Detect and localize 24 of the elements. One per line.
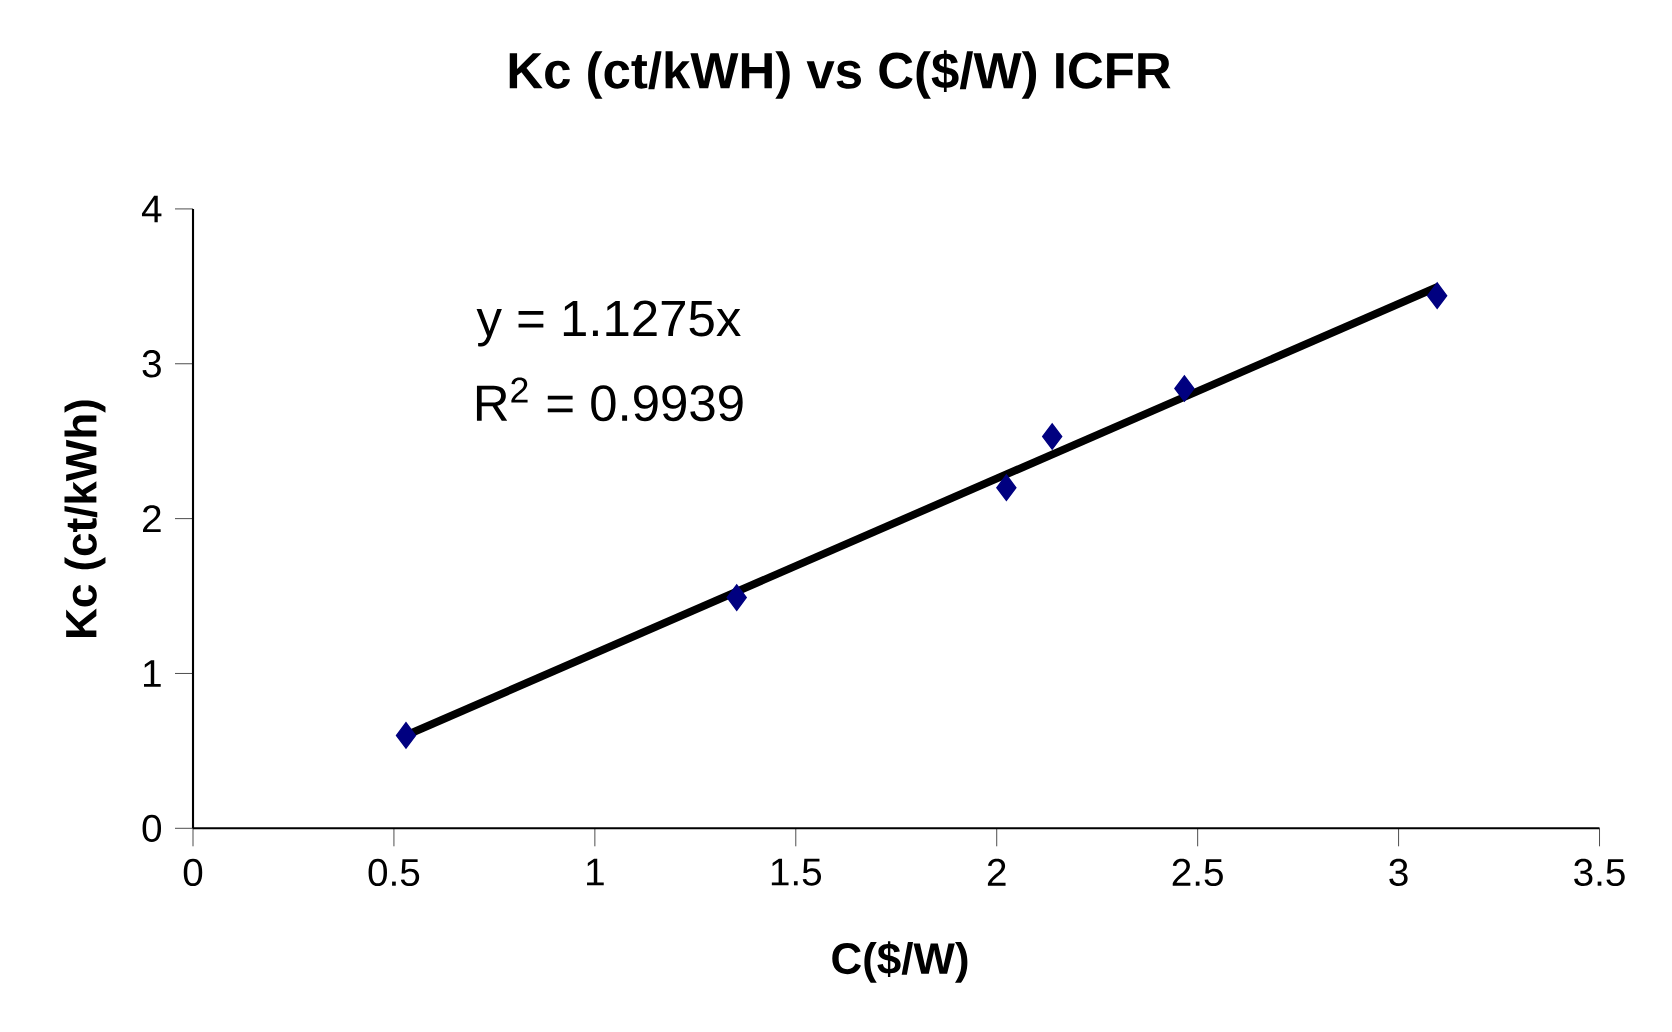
x-tick-label: 1 — [587, 858, 604, 886]
point — [726, 584, 747, 611]
x-tick-label: 2.5 — [1172, 858, 1223, 887]
x-tick-label: 0.5 — [368, 858, 420, 887]
x-tick-label: 1.5 — [771, 858, 822, 886]
point — [1041, 423, 1063, 450]
point — [996, 474, 1017, 502]
point — [1426, 282, 1448, 309]
x-tick-label: 2 — [987, 858, 1006, 886]
x-tick-label: 3 — [1389, 858, 1408, 887]
y-tick-label: 2 — [143, 505, 161, 533]
y-tick-label: 1 — [144, 660, 161, 687]
point — [1174, 375, 1195, 402]
annotation: y = 1.1275x — [476, 300, 741, 347]
x-tick-label: 0 — [183, 858, 203, 887]
point — [395, 722, 417, 749]
y-tick-label: 3 — [142, 350, 161, 378]
x-axis-title: C($/W) — [832, 941, 968, 983]
y-tick-label: 4 — [141, 195, 162, 223]
x-tick-label: 3.5 — [1574, 858, 1625, 887]
y-axis-title: Kc (ct/kWh) — [64, 400, 106, 637]
chart-title: Kc (ct/kWH) vs C($/W) ICFR — [509, 50, 1171, 99]
y-tick-label: 0 — [142, 814, 162, 843]
annotation: R$^{2}$ = 0.9939 — [476, 377, 743, 422]
